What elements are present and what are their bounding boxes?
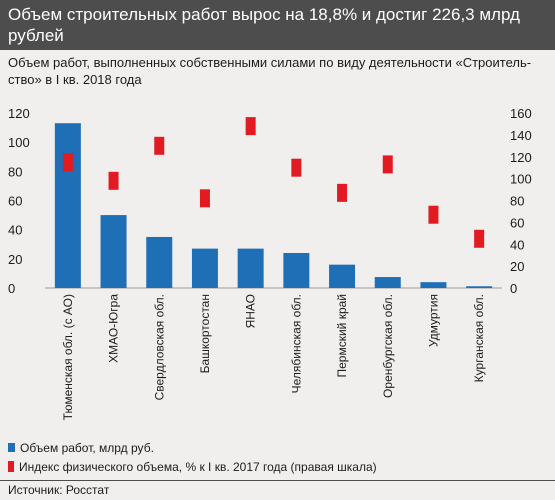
x-category-label: Оренбургская обл. <box>381 294 395 398</box>
chart-subtitle: Объем работ, выполненных собственными си… <box>8 55 532 87</box>
index-marker <box>108 171 119 190</box>
bar <box>329 264 356 288</box>
x-category-label: ЯНАО <box>244 294 258 328</box>
bar <box>146 236 173 288</box>
y-left-tick-label: 100 <box>8 135 30 150</box>
bar <box>374 277 401 288</box>
index-marker <box>199 189 210 208</box>
index-marker <box>382 155 393 174</box>
bar <box>420 282 447 288</box>
chart-svg: 0 20 40 60 80 100 120 0 20 40 60 80 100 120 140 160 Тюме… <box>8 106 532 420</box>
legend: Объем работ, млрд руб. Индекс физическог… <box>8 438 548 476</box>
x-category-label: Тюменская обл. (с АО) <box>61 294 75 420</box>
header-bar: Объем строительных работ вырос на 18,8% … <box>0 0 555 50</box>
y-left-tick-label: 60 <box>8 194 22 209</box>
bar <box>283 253 310 288</box>
bar <box>466 286 493 288</box>
x-category-label: Свердловская обл. <box>152 294 166 400</box>
y-left-tick-label: 80 <box>8 164 22 179</box>
y-right-tick-label: 0 <box>510 281 517 296</box>
y-left-tick-label: 40 <box>8 223 22 238</box>
index-marker <box>291 158 302 177</box>
index-marker <box>62 153 73 172</box>
index-marker <box>154 136 165 155</box>
index-marker <box>245 117 256 136</box>
y-left-tick-label: 120 <box>8 106 30 121</box>
legend-marker-swatch <box>8 461 14 472</box>
x-category-label: ХМАО-Югра <box>107 294 121 363</box>
legend-item-bar: Объем работ, млрд руб. <box>8 438 548 457</box>
x-category-label: Башкортостан <box>198 294 212 373</box>
y-right-tick-label: 80 <box>510 194 524 209</box>
y-left-tick-label: 20 <box>8 252 22 267</box>
chart-title: Объем строительных работ вырос на 18,8% … <box>8 5 520 45</box>
x-category-label: Курганская обл. <box>472 294 486 382</box>
source-divider <box>0 480 555 481</box>
y-right-tick-label: 60 <box>510 215 524 230</box>
bar <box>237 248 264 288</box>
x-category-label: Удмуртия <box>426 294 440 347</box>
y-right-tick-label: 160 <box>510 106 532 121</box>
bar <box>191 248 218 288</box>
legend-marker-label: Индекс физического объема, % к I кв. 201… <box>19 459 377 474</box>
legend-item-marker: Индекс физического объема, % к I кв. 201… <box>8 457 548 476</box>
bar <box>54 123 81 288</box>
legend-bar-label: Объем работ, млрд руб. <box>20 440 154 455</box>
y-right-tick-label: 100 <box>510 172 532 187</box>
x-category-label: Пермский край <box>335 294 349 378</box>
legend-bar-swatch <box>8 443 15 452</box>
index-marker <box>474 229 485 248</box>
x-category-label: Челябинская обл. <box>289 294 303 393</box>
index-marker <box>428 205 439 224</box>
y-right-tick-label: 20 <box>510 259 524 274</box>
y-left-tick-label: 0 <box>8 281 15 296</box>
y-right-tick-label: 120 <box>510 150 532 165</box>
y-right-tick-label: 40 <box>510 237 524 252</box>
y-right-tick-label: 140 <box>510 128 532 143</box>
index-marker <box>337 183 348 202</box>
bar <box>100 215 127 288</box>
source-note: Источник: Росстат <box>8 483 110 497</box>
